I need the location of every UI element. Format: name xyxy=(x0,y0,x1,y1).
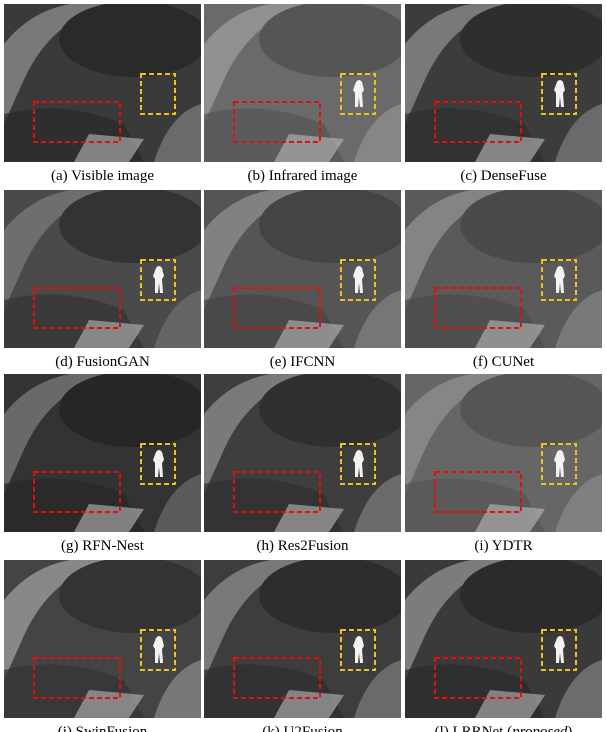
caption: (e) IFCNN xyxy=(204,354,401,371)
panel: (k) U2Fusion xyxy=(204,560,401,732)
caption-part: proposed xyxy=(512,724,567,732)
caption: (j) SwinFusion xyxy=(4,724,201,732)
caption: (g) RFN-Nest xyxy=(4,538,201,555)
panel: (f) CUNet xyxy=(405,190,602,371)
panel: (a) Visible image xyxy=(4,4,201,185)
fused-image xyxy=(4,560,201,718)
panel: (c) DenseFuse xyxy=(405,4,602,185)
caption: (l) LRRNet (proposed) xyxy=(405,724,602,732)
fused-image xyxy=(405,374,602,532)
fused-image xyxy=(405,4,602,162)
caption: (h) Res2Fusion xyxy=(204,538,401,555)
caption: (k) U2Fusion xyxy=(204,724,401,732)
fused-image xyxy=(204,374,401,532)
fused-image xyxy=(204,190,401,348)
fused-image xyxy=(405,190,602,348)
panel: (e) IFCNN xyxy=(204,190,401,371)
panel: (b) Infrared image xyxy=(204,4,401,185)
panel: (d) FusionGAN xyxy=(4,190,201,371)
caption-part: (l) LRRNet ( xyxy=(435,724,512,732)
caption: (f) CUNet xyxy=(405,354,602,371)
fused-image xyxy=(4,4,201,162)
caption: (c) DenseFuse xyxy=(405,168,602,185)
caption: (d) FusionGAN xyxy=(4,354,201,371)
fused-image xyxy=(4,190,201,348)
fused-image xyxy=(4,374,201,532)
caption: (i) YDTR xyxy=(405,538,602,555)
panel: (i) YDTR xyxy=(405,374,602,555)
fused-image xyxy=(204,560,401,718)
panel: (h) Res2Fusion xyxy=(204,374,401,555)
caption-part: ) xyxy=(567,724,572,732)
fused-image xyxy=(405,560,602,718)
caption: (a) Visible image xyxy=(4,168,201,185)
fused-image xyxy=(204,4,401,162)
panel: (j) SwinFusion xyxy=(4,560,201,732)
panel: (g) RFN-Nest xyxy=(4,374,201,555)
panel: (l) LRRNet (proposed) xyxy=(405,560,602,732)
figure: (a) Visible image(b) Infrared image(c) D… xyxy=(0,0,606,732)
caption: (b) Infrared image xyxy=(204,168,401,185)
